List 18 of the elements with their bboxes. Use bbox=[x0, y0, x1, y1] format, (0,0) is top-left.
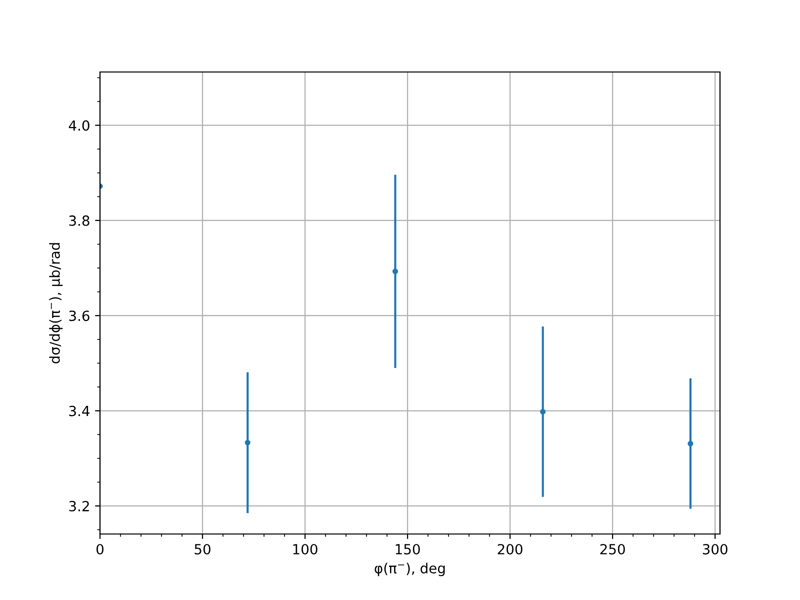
point bbox=[540, 408, 546, 414]
y-axis-title: dσ/dϕ(π$^{−}$), μb/rad bbox=[49, 243, 63, 364]
x-tick-label: 200 bbox=[498, 544, 522, 554]
x-tick-label: 150 bbox=[396, 544, 420, 554]
x-tick-label: 0 bbox=[96, 544, 104, 554]
y-tick-label: 3.8 bbox=[69, 215, 90, 226]
point bbox=[244, 440, 250, 446]
point bbox=[688, 440, 694, 446]
x-tick-label: 250 bbox=[600, 544, 625, 554]
x-axis-title: φ(π$^{−}$), deg bbox=[374, 562, 445, 576]
x-tick-label: 300 bbox=[702, 544, 728, 554]
y-tick-label: 3.6 bbox=[69, 310, 90, 322]
y-tick-label: 4.0 bbox=[68, 120, 90, 131]
y-tick-label: 3.4 bbox=[69, 406, 90, 416]
x-tick-label: 50 bbox=[194, 544, 210, 554]
x-tick-label: 100 bbox=[293, 544, 318, 554]
point bbox=[392, 268, 398, 274]
y-tick-label: 3.2 bbox=[69, 500, 89, 512]
